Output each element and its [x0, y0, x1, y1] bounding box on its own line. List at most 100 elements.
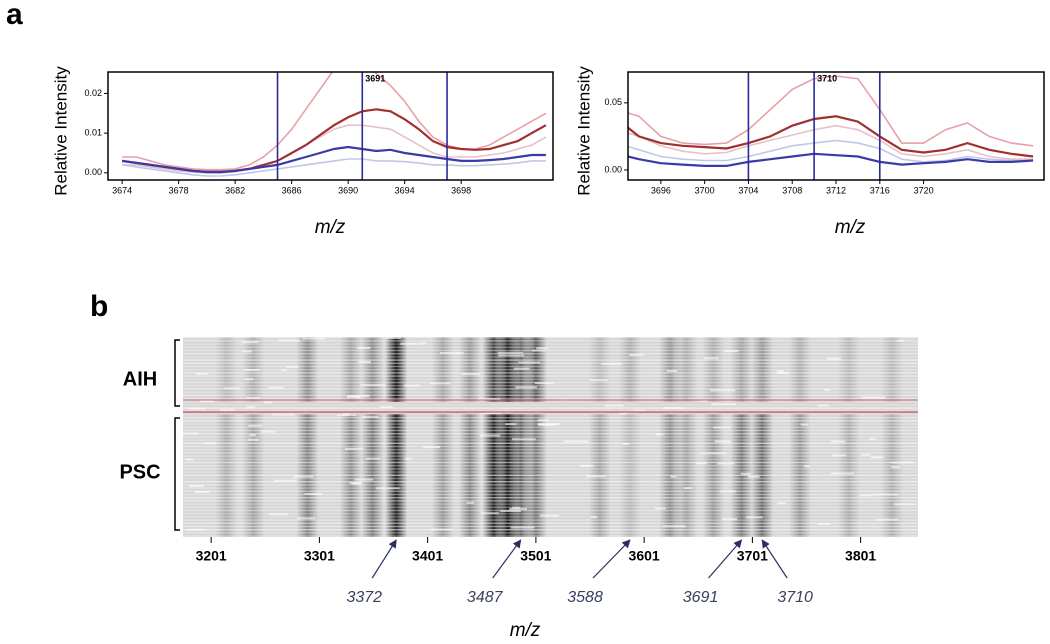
x-tick-label: 3696	[651, 185, 671, 195]
gel-streak	[183, 356, 918, 358]
gel-streak	[183, 474, 918, 476]
gel-streak	[183, 394, 918, 396]
gel-speck	[891, 466, 901, 469]
x-tick-label: 3501	[520, 548, 551, 564]
peak-label: 3487	[467, 589, 504, 606]
gel-speck	[890, 461, 914, 464]
x-tick-label: 3601	[629, 548, 660, 564]
x-tick-label: 3712	[826, 185, 846, 195]
gel-speck	[869, 437, 876, 440]
gel-speck	[740, 472, 751, 475]
gel-streak	[183, 503, 918, 505]
gel-speck	[711, 403, 736, 406]
gel-streak	[183, 445, 918, 448]
gel-speck	[285, 365, 299, 368]
gel-speck	[188, 407, 206, 410]
gel-streak	[183, 349, 918, 352]
gel-speck	[518, 361, 541, 364]
gel-speck	[717, 462, 735, 465]
gel-band	[881, 337, 904, 402]
x-tick-label: 3682	[225, 185, 245, 195]
gel-speck	[429, 382, 451, 385]
gel-band	[588, 337, 611, 402]
gel-speck	[894, 503, 916, 506]
y-axis-label: Relative Intensity	[574, 66, 593, 196]
gel-speck	[349, 482, 362, 485]
gel-speck	[400, 342, 419, 345]
gel-streak	[183, 442, 918, 444]
gel-speck	[246, 406, 255, 409]
gel-speck	[662, 525, 686, 528]
annotation: 3691	[365, 73, 385, 83]
gel-streak	[183, 397, 918, 400]
gel-streak	[183, 343, 918, 345]
gel-speck	[800, 423, 809, 426]
gel-speck	[404, 457, 412, 460]
gel-speck	[601, 362, 622, 365]
gel-speck	[831, 454, 846, 457]
gel-speck	[345, 447, 364, 450]
gel-streak	[183, 477, 918, 480]
gel-streak	[183, 359, 918, 361]
gel-speck	[719, 490, 736, 493]
gel-streak	[183, 439, 918, 441]
x-tick-label: 3801	[845, 548, 876, 564]
gel-speck	[861, 396, 886, 399]
gel-speck	[422, 446, 441, 449]
gel-streak	[183, 362, 918, 364]
gel-speck	[357, 346, 371, 349]
gel-streak	[183, 388, 918, 390]
gel-speck	[826, 357, 841, 360]
gel-speck	[376, 487, 400, 490]
gel-speck	[633, 409, 646, 412]
gel-speck	[430, 528, 454, 531]
peak-label: 3710	[777, 589, 813, 606]
gel-streak	[183, 487, 918, 489]
gel-speck	[655, 433, 664, 436]
peak-arrow	[492, 539, 522, 579]
gel-streak	[183, 429, 918, 432]
gel-streak	[183, 413, 918, 416]
gel-speck	[500, 509, 521, 512]
gel-speck	[296, 517, 316, 520]
gel-streak	[183, 375, 918, 377]
gel-streak	[183, 340, 918, 342]
series-line	[121, 108, 547, 173]
gel-speck	[244, 378, 254, 381]
peak-label: 3588	[567, 589, 603, 606]
gel-speck	[747, 475, 760, 478]
gel-streak	[183, 353, 918, 355]
gel-streak	[183, 493, 918, 496]
gel-speck	[365, 457, 381, 460]
gel-band	[524, 337, 547, 402]
gel-speck	[498, 354, 525, 357]
gel-streak	[183, 516, 918, 518]
gel-streak	[183, 513, 918, 515]
gel-speck	[354, 478, 374, 481]
gel-speck	[380, 406, 393, 409]
x-tick-label: 3701	[737, 548, 768, 564]
gel-speck	[403, 384, 421, 387]
y-axis-label: Relative Intensity	[51, 66, 70, 196]
gel-speck	[360, 384, 386, 387]
gel-speck	[605, 404, 624, 407]
gel-speck	[479, 412, 501, 415]
x-tick-label: 3690	[338, 185, 358, 195]
gel-speck	[511, 438, 536, 441]
gel-speck	[776, 371, 790, 374]
gel-speck	[804, 465, 811, 468]
gel-speck	[710, 389, 736, 392]
gel-speck	[861, 453, 871, 456]
gel-band	[702, 337, 725, 402]
gel-speck	[219, 409, 236, 412]
gel-speck	[830, 472, 855, 475]
gel-streak	[183, 506, 918, 508]
gel-streak	[183, 433, 918, 435]
peak-label: 3372	[346, 589, 382, 606]
gel-streak	[183, 484, 918, 486]
gel-band	[385, 337, 408, 402]
x-tick-label: 3301	[304, 548, 335, 564]
panel-label: b	[90, 290, 108, 323]
x-axis-label: m/z	[315, 217, 346, 238]
gel-streak	[183, 468, 918, 470]
